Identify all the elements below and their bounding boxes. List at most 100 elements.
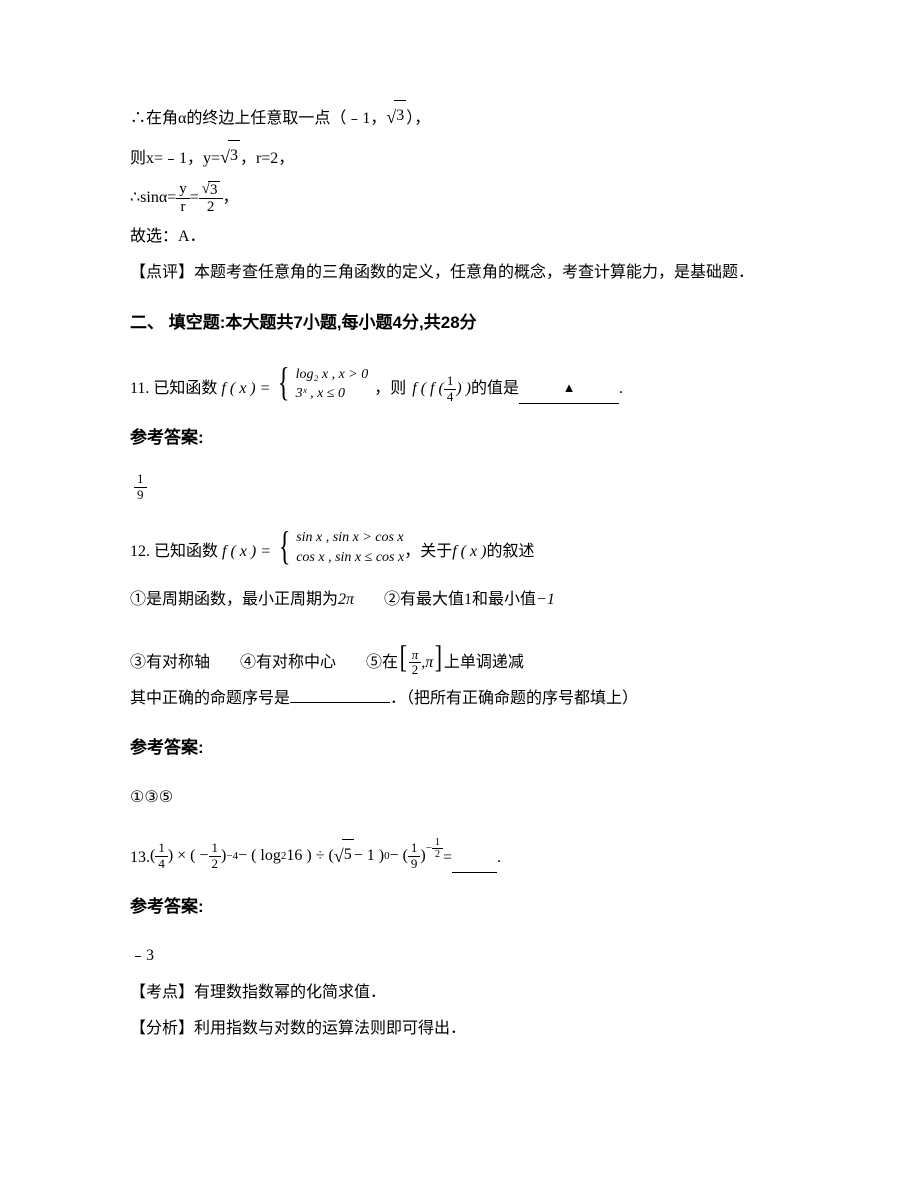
q13-t4: − ( log [238, 841, 281, 871]
q11-answer-label: 参考答案: [130, 422, 800, 454]
q12-answer-value: ①③⑤ [130, 783, 173, 813]
q11-prefix: 11. 已知函数 [130, 374, 217, 404]
q13-fenxi: 【分析】 利用指数与对数的运算法则即可得出． [130, 1014, 800, 1044]
q12-statements-3-5: ③有对称轴 ④有对称中心 ⑤在 [ π 2 , π ] 上单调递减 [130, 642, 800, 678]
q12-interval: [ π 2 , π ] [398, 642, 444, 678]
q13-period: . [497, 843, 501, 873]
solution-line-2: 则x=﹣1，y= √ 3 ，r=2， [130, 140, 800, 174]
fraction-1-2-exp: 1 2 [432, 837, 443, 860]
q13-t5: − 1 ) [354, 841, 384, 871]
fraction-1-9: 1 9 [408, 841, 421, 871]
q11-fx: f ( x ) = [221, 374, 270, 404]
q11-suffix: 的值是 [471, 374, 519, 404]
fraction-pi-2: π 2 [409, 648, 422, 678]
kaodian-text: 有理数指数幂的化简求值． [194, 978, 386, 1008]
q13-answer-label: 参考答案: [130, 891, 800, 923]
q13-blank [452, 872, 497, 873]
solution-line-3: ∴sinα= y r = √ 3 2 ， [130, 181, 800, 216]
q12-answer: ①③⑤ [130, 783, 800, 813]
fraction-1-4: 1 4 [155, 841, 168, 871]
q12-case1: sin x , sin x > cos x [296, 528, 404, 548]
exp-neg4: −4 [226, 846, 238, 867]
q13-kaodian: 【考点】 有理数指数幂的化简求值． [130, 978, 800, 1008]
right-bracket-icon: ] [435, 642, 442, 671]
question-11: 11. 已知函数 f ( x ) = { log₂ x , x > 0 3ˣ ,… [130, 365, 800, 404]
q12-blank [290, 702, 390, 703]
solution-line-4: 故选：A． [130, 222, 800, 252]
text: 故选：A． [130, 222, 206, 252]
q12-statements-1-2: ①是周期函数，最小正周期为 2π ②有最大值1和最小值 −1 [130, 585, 800, 615]
q12-mid: ，关于 [404, 537, 452, 567]
text: 【点评】本题考查任意角的三角函数的定义，任意角的概念，考查计算能力，是基础题． [130, 258, 754, 288]
q12-s1-period: 2π [338, 585, 354, 615]
q12-fx: f ( x ) = [222, 537, 271, 567]
q12-tail-b: ．（把所有正确命题的序号都填上） [390, 684, 638, 714]
fraction-1-2: 1 2 [209, 841, 222, 871]
text: ， [223, 183, 239, 213]
fenxi-text: 利用指数与对数的运算法则即可得出． [194, 1014, 466, 1044]
q11-piecewise: { log₂ x , x > 0 3ˣ , x ≤ 0 [274, 365, 368, 404]
q12-fx2: f ( x ) [452, 537, 486, 567]
q12-s3: ③有对称轴 [130, 648, 210, 678]
fenxi-label: 【分析】 [130, 1014, 194, 1044]
answer-label: 参考答案: [130, 732, 204, 764]
q13-t6: − ( [390, 841, 408, 871]
q11-answer: 1 9 [130, 472, 800, 502]
q12-tail-a: 其中正确的命题序号是 [130, 684, 290, 714]
text: ，r=2， [240, 144, 294, 174]
solution-comment: 【点评】本题考查任意角的三角函数的定义，任意角的概念，考查计算能力，是基础题． [130, 258, 800, 288]
left-brace-icon: { [279, 528, 291, 564]
sqrt-3: √ 3 [386, 100, 406, 134]
section-2-heading: 二、 填空题:本大题共7小题,每小题4分,共28分 [130, 307, 800, 339]
q12-int-b: π [425, 648, 433, 678]
heading-text: 二、 填空题:本大题共7小题,每小题4分,共28分 [130, 307, 477, 339]
left-bracket-icon: [ [400, 642, 407, 671]
fraction-y-r: y r [176, 181, 190, 215]
q13-tail: = [443, 843, 452, 873]
q12-answer-label: 参考答案: [130, 732, 800, 764]
q12-case2: cos x , sin x ≤ cos x [296, 548, 404, 568]
exp-neg-half: − 1 2 [426, 837, 443, 860]
text: ∴在角α的终边上任意取一点（﹣1， [130, 104, 386, 134]
answer-label: 参考答案: [130, 422, 204, 454]
left-brace-icon: { [278, 364, 290, 400]
q11-period: . [619, 374, 623, 404]
text: ∴sinα= [130, 183, 176, 213]
q11-blank: ▲ [519, 373, 619, 404]
q13-log-arg: 16 ) ÷ ( [286, 841, 333, 871]
q11-case2: 3ˣ , x ≤ 0 [296, 384, 369, 404]
text: ）， [406, 104, 430, 134]
q12-piecewise: { sin x , sin x > cos x cos x , sin x ≤ … [275, 528, 404, 567]
fraction-sqrt3-2: √ 3 2 [199, 181, 223, 216]
q13-t2: ) × ( − [168, 841, 209, 871]
question-12: 12. 已知函数 f ( x ) = { sin x , sin x > cos… [130, 528, 800, 567]
question-13: 13. ( 1 4 ) × ( − 1 2 ) −4 − ( log 2 16 … [130, 839, 800, 873]
solution-line-1: ∴在角α的终边上任意取一点（﹣1， √ 3 ）， [130, 100, 800, 134]
q11-case1: log₂ x , x > 0 [296, 365, 369, 385]
q13-prefix: 13. [130, 843, 150, 873]
q12-s2-minval: −1 [536, 585, 555, 615]
q13-answer: ﹣3 [130, 941, 800, 971]
q11-ff-open: f ( f ( [412, 374, 444, 404]
answer-label: 参考答案: [130, 891, 204, 923]
kaodian-label: 【考点】 [130, 978, 194, 1008]
q11-mid: ，则 [374, 374, 406, 404]
sqrt-5: √ 5 [334, 839, 354, 873]
q12-s5b: 上单调递减 [444, 648, 524, 678]
q12-s1a: ①是周期函数，最小正周期为 [130, 585, 338, 615]
q12-s4: ④有对称中心 [240, 648, 336, 678]
fraction-1-4: 1 4 [444, 374, 457, 404]
q12-tail: 其中正确的命题序号是 ．（把所有正确命题的序号都填上） [130, 684, 800, 714]
sqrt-3: √ 3 [220, 140, 240, 174]
sqrt-3: √ 3 [202, 181, 220, 199]
text: 则x=﹣1，y= [130, 144, 220, 174]
q12-suffix: 的叙述 [486, 537, 534, 567]
q13-answer-value: ﹣3 [130, 941, 154, 971]
triangle-marker-icon: ▲ [563, 380, 576, 395]
fraction-1-9: 1 9 [134, 472, 147, 502]
q12-s2a: ②有最大值1和最小值 [384, 585, 536, 615]
q11-ff-close: ) ) [456, 374, 471, 404]
text: = [190, 183, 199, 213]
q12-prefix: 12. 已知函数 [130, 537, 218, 567]
q12-s5a: ⑤在 [366, 648, 398, 678]
